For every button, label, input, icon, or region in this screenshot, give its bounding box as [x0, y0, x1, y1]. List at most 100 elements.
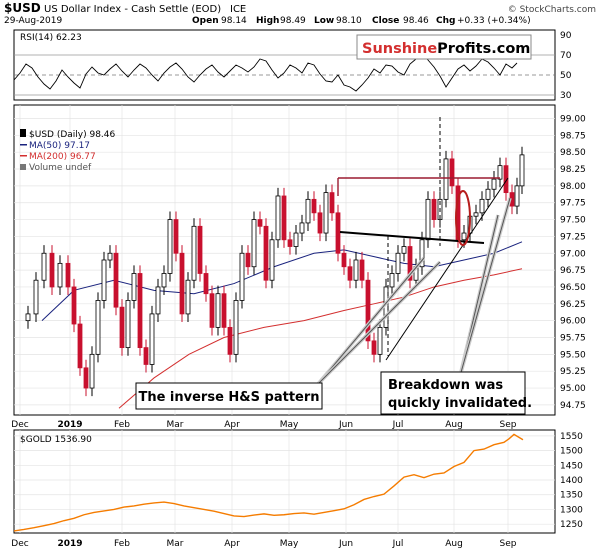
candle-body — [395, 252, 401, 274]
rsi-tick-90: 90 — [560, 31, 572, 41]
candle-body — [473, 212, 479, 217]
gold-xtick-5: May — [280, 539, 299, 549]
rsi-legend: RSI(14) 62.23 — [20, 33, 82, 43]
candle-body — [419, 239, 425, 268]
candle-body — [83, 367, 89, 389]
candle-15 — [125, 292, 131, 356]
candle-1 — [33, 272, 39, 322]
gold-xtick-2: Feb — [114, 539, 130, 549]
high-label: High — [256, 16, 279, 26]
rsi-panel: 30 50 70 90 RSI(14) 62.23 SunshineProfits.c… — [13, 29, 572, 101]
candle-body — [503, 165, 509, 194]
candle-body — [167, 219, 173, 274]
gold-xtick-3: Mar — [167, 539, 184, 549]
candle-body — [125, 300, 131, 349]
legend-usd: $USD (Daily) 98.46 — [29, 130, 116, 140]
candle-body — [365, 279, 371, 342]
candle-28 — [203, 265, 209, 302]
gold-xtick-4: Apr — [224, 539, 240, 549]
rsi-line — [13, 52, 518, 92]
support-line — [385, 177, 509, 361]
candle-body — [33, 279, 39, 315]
candle-69 — [449, 150, 455, 194]
price-tick-94.75: 94.75 — [560, 401, 586, 411]
gold-tick-1350: 1350 — [560, 491, 583, 501]
price-tick-95.75: 95.75 — [560, 334, 586, 344]
candle-52 — [347, 258, 353, 289]
price-tick-98.25: 98.25 — [560, 165, 586, 175]
candle-20 — [155, 278, 161, 322]
candle-33 — [233, 292, 239, 363]
hs-arrow-b-inner — [317, 261, 441, 385]
rsi-tick-70: 70 — [560, 51, 572, 61]
candle-body — [479, 198, 485, 214]
price-tick-96.00: 96.00 — [560, 317, 586, 327]
price-xtick-1: 2019 — [57, 420, 82, 430]
legend-swatch-ma50 — [20, 144, 27, 146]
candle-41 — [281, 187, 287, 248]
candle-53 — [353, 251, 359, 289]
candle-body — [161, 273, 167, 288]
candle-22 — [167, 211, 173, 282]
candle-body — [263, 225, 269, 281]
breakdown-callout: Breakdown was quickly invalidated. — [380, 371, 532, 415]
candle-47 — [317, 204, 323, 242]
candle-body — [275, 195, 281, 241]
candle-body — [155, 286, 161, 315]
close-value: 98.46 — [403, 16, 429, 26]
candle-body — [25, 313, 31, 322]
header-description: US Dollar Index - Cash Settle (EOD) — [44, 4, 221, 15]
candle-body — [311, 198, 317, 214]
gold-tick-1250: 1250 — [560, 520, 583, 530]
price-tick-98.75: 98.75 — [560, 131, 586, 141]
gold-xtick-7: Jul — [392, 539, 404, 549]
price-legend: $USD (Daily) 98.46 MA(50) 97.17 MA(200) … — [20, 129, 116, 173]
breakdown-callout-line2: quickly invalidated. — [388, 396, 532, 411]
candle-78 — [503, 157, 509, 201]
candle-5 — [65, 255, 71, 296]
candle-body — [353, 259, 359, 281]
gold-tick-1550: 1550 — [560, 432, 583, 442]
gold-tick-1450: 1450 — [560, 461, 583, 471]
price-tick-97.00: 97.00 — [560, 249, 586, 259]
ma200-line — [118, 268, 523, 409]
header-stockcharts: © StockCharts.com — [508, 5, 596, 15]
candle-75 — [485, 181, 491, 208]
candle-17 — [137, 265, 143, 356]
breakdown-callout-line1: Breakdown was — [388, 378, 503, 393]
open-value: 98.14 — [221, 16, 247, 26]
candle-body — [137, 273, 143, 349]
legend-swatch-ma200 — [20, 155, 27, 157]
logo-part2: Profits.com — [437, 41, 530, 57]
gold-xtick-8: Aug — [445, 539, 463, 549]
candle-body — [101, 259, 107, 301]
gold-panel: 1250 1300 1350 1400 1450 1500 1550 Dec 2019 Feb M… — [11, 429, 583, 549]
candle-body — [341, 252, 347, 268]
logo: SunshineProfits.com — [356, 34, 532, 60]
candle-34 — [239, 245, 245, 309]
candle-body — [491, 178, 497, 190]
candle-42 — [287, 231, 293, 255]
price-tick-97.25: 97.25 — [560, 232, 586, 242]
price-tick-98.00: 98.00 — [560, 182, 586, 192]
header-exchange: ICE — [230, 4, 246, 15]
candle-body — [191, 225, 197, 281]
candle-81 — [519, 146, 525, 194]
open-label: Open — [192, 16, 219, 26]
candle-body — [299, 222, 305, 234]
candle-76 — [491, 171, 497, 198]
candle-4 — [57, 255, 63, 296]
candle-body — [149, 313, 155, 365]
candle-68 — [443, 150, 449, 208]
candle-50 — [335, 204, 341, 262]
rsi-tick-30: 30 — [560, 91, 572, 101]
candle-body — [519, 154, 525, 187]
candle-body — [245, 252, 251, 268]
candle-body — [239, 252, 245, 301]
candle-body — [221, 293, 227, 328]
chg-label: Chg — [436, 16, 455, 26]
price-panel: 94.75 95.00 95.25 95.50 95.75 96.00 96.25 96.50… — [11, 104, 586, 430]
breakdown-ellipse — [455, 190, 471, 246]
candle-49 — [329, 184, 335, 221]
